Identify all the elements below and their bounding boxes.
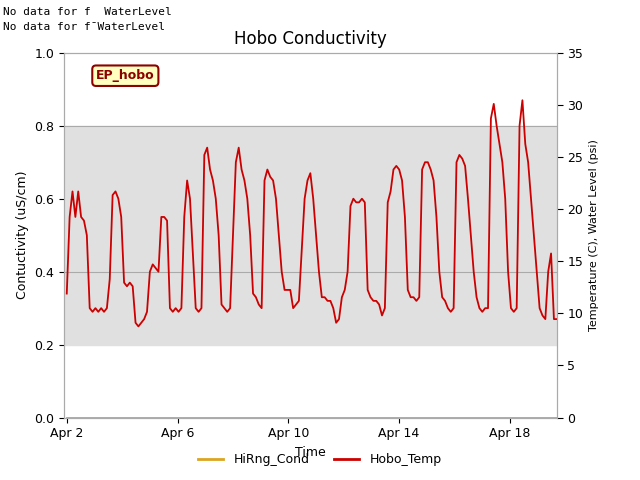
X-axis label: Time: Time [295,446,326,459]
Legend: HiRng_Cond, Hobo_Temp: HiRng_Cond, Hobo_Temp [193,448,447,471]
Y-axis label: Contuctivity (uS/cm): Contuctivity (uS/cm) [16,171,29,300]
Title: Hobo Conductivity: Hobo Conductivity [234,30,387,48]
Bar [64,126,557,345]
Text: No data for f¯WaterLevel: No data for f¯WaterLevel [3,22,165,32]
Text: No data for f  WaterLevel: No data for f WaterLevel [3,7,172,17]
Y-axis label: Temperature (C), Water Level (psi): Temperature (C), Water Level (psi) [589,139,598,331]
Text: EP_hobo: EP_hobo [96,69,155,82]
